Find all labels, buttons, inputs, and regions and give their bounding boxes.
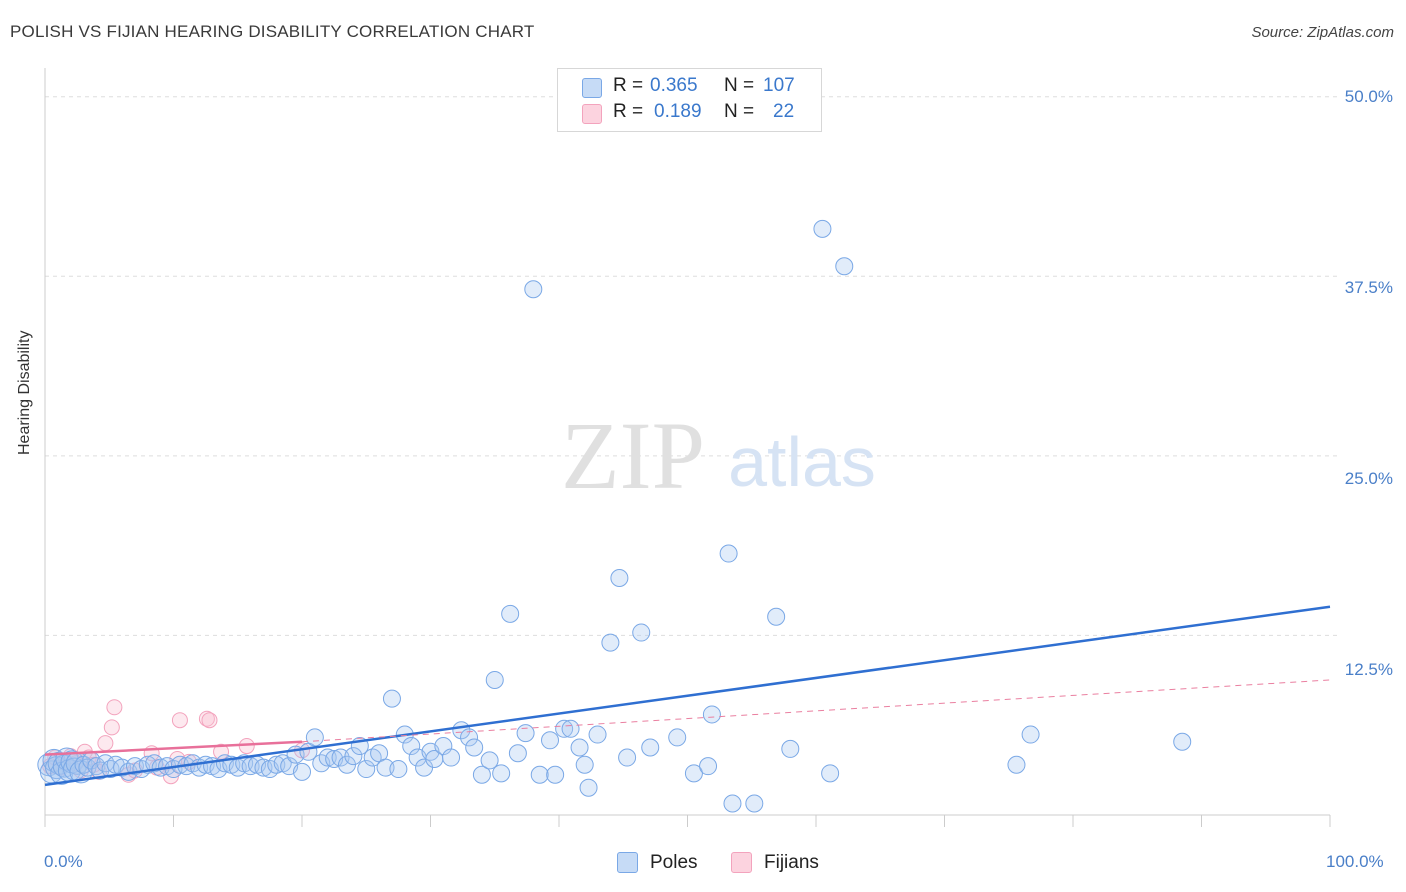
y-tick-label: 25.0% [1344,469,1393,488]
r-label: R = [613,101,644,122]
fijians-point [103,719,120,736]
x-tick-label: 0.0% [44,852,83,871]
poles-points [37,219,1192,813]
poles-point [641,738,660,757]
poles-point [318,748,337,767]
fijians-trend-line [44,740,303,756]
poles-point [331,748,350,767]
fijians-point [171,712,188,729]
poles-point [376,758,395,777]
poles-point [555,719,574,738]
poles-point [492,764,511,783]
poles-point [561,719,580,738]
poles-point [781,739,800,758]
fijians-point [201,712,218,729]
source-label: Source: ZipAtlas.com [1251,24,1394,41]
poles-point [821,764,840,783]
y-axis-label: Hearing Disability [16,330,33,456]
poles-point [702,705,721,724]
n-value: 22 [773,101,795,122]
poles-point [723,794,742,813]
x-tick-label: 100.0% [1326,852,1384,871]
fijians-point [97,735,114,752]
poles-point [668,728,687,747]
poles-point [632,623,651,642]
n-label: N = [724,101,755,122]
poles-point [402,737,421,756]
poles-point [305,728,324,747]
poles-point [541,731,560,750]
poles-point [835,257,854,276]
poles-point [516,724,535,743]
poles-point [1173,732,1192,751]
poles-point [588,725,607,744]
poles-point [357,760,376,779]
grid-lines [45,96,1338,636]
chart-title: POLISH VS FIJIAN HEARING DISABILITY CORR… [10,22,535,41]
poles-point [382,689,401,708]
poles-point [472,765,491,784]
poles-point [530,765,549,784]
watermark-atlas: atlas [728,423,876,501]
poles-point [480,751,499,770]
poles-point [485,670,504,689]
poles-point [389,760,408,779]
r-value: 0.189 [654,101,702,122]
poles-point [767,607,786,626]
poles-point [570,738,589,757]
poles-point [699,757,718,776]
stats-legend: R = 0.365 N = 107 R = 0.189 N = 22 [557,68,822,132]
poles-label: Poles [650,852,698,873]
n-value: 107 [763,75,795,96]
poles-point [1007,755,1026,774]
poles-point [745,794,764,813]
poles-point [579,778,598,797]
poles-point [684,764,703,783]
poles-point [508,744,527,763]
poles-point [465,738,484,757]
poles-trend-line [44,605,1331,787]
fijians-trend-extension [301,679,1331,743]
poles-point [267,755,286,774]
poles-point [610,568,629,587]
n-label: N = [724,75,755,96]
poles-swatch [582,78,602,98]
fijians-point [198,710,215,727]
poles-point [719,544,738,563]
poles-point [442,748,461,767]
poles-swatch [617,852,638,873]
fijians-point [106,699,123,716]
poles-point [460,728,479,747]
poles-point [344,747,363,766]
watermark: ZIP atlas [561,402,876,509]
fijians-swatch [731,852,752,873]
poles-point [501,604,520,623]
poles-point [1021,725,1040,744]
poles-point [524,280,543,299]
poles-point [601,633,620,652]
trend-lines [44,605,1331,787]
poles-point [546,765,565,784]
fijians-label: Fijians [764,852,819,873]
fijians-point [238,738,255,755]
r-value: 0.365 [650,75,698,96]
poles-point [241,757,260,776]
y-tick-label: 37.5% [1344,278,1393,297]
poles-point [575,755,594,774]
poles-point [293,762,311,781]
axes [44,68,1331,827]
poles-point [618,748,637,767]
fijians-swatch [582,104,602,124]
y-tick-label: 12.5% [1344,660,1393,679]
poles-point [813,219,832,238]
r-label: R = [613,75,644,96]
y-tick-label: 50.0% [1344,87,1393,106]
watermark-zip: ZIP [561,402,705,509]
